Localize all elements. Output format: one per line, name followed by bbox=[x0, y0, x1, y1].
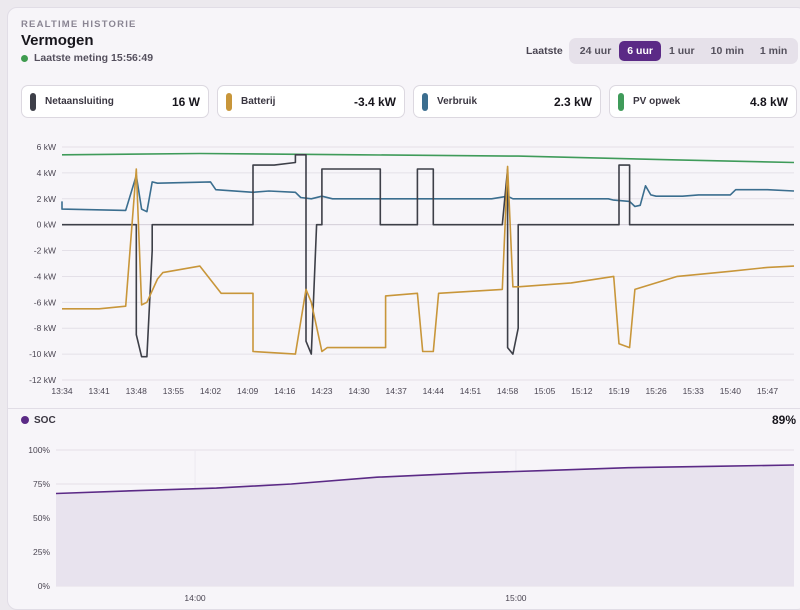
x-tick-label: 15:33 bbox=[683, 386, 705, 396]
legend-name: PV opwek bbox=[633, 96, 681, 107]
y-tick-label: -2 kW bbox=[34, 246, 56, 256]
last-measurement: Laatste meting 15:56:49 bbox=[21, 52, 153, 64]
legend-swatch-icon bbox=[422, 92, 428, 111]
range-option-1-min[interactable]: 1 min bbox=[759, 45, 788, 57]
page-title: Vermogen bbox=[21, 32, 94, 49]
legend-row: Netaansluiting 16 W Batterij -3.4 kW Ver… bbox=[21, 85, 797, 118]
y-tick-label: 0% bbox=[38, 581, 51, 591]
legend-swatch-icon bbox=[30, 92, 36, 111]
y-tick-label: -8 kW bbox=[34, 323, 56, 333]
x-tick-label: 14:51 bbox=[460, 386, 482, 396]
series-line-pv-opwek bbox=[61, 152, 795, 164]
x-tick-label: 14:30 bbox=[348, 386, 370, 396]
x-tick-label: 14:58 bbox=[497, 386, 519, 396]
x-tick-label: 13:34 bbox=[51, 386, 73, 396]
x-tick-label: 14:23 bbox=[311, 386, 333, 396]
x-tick-label: 15:26 bbox=[645, 386, 667, 396]
y-tick-label: -6 kW bbox=[34, 297, 56, 307]
power-history-card: REALTIME HISTORIE Vermogen Laatste metin… bbox=[7, 7, 800, 610]
y-tick-label: 4 kW bbox=[37, 168, 56, 178]
x-tick-label: 15:47 bbox=[757, 386, 779, 396]
legend-pv-opwek[interactable]: PV opwek 4.8 kW bbox=[609, 85, 797, 118]
live-status-dot-icon bbox=[21, 54, 28, 62]
legend-value: 2.3 kW bbox=[553, 94, 592, 109]
legend-name: Verbruik bbox=[437, 96, 478, 107]
x-tick-label: 13:41 bbox=[88, 386, 110, 396]
range-option-6-uur[interactable]: 6 uur bbox=[619, 41, 661, 61]
x-tick-label: 14:44 bbox=[423, 386, 445, 396]
soc-header: SOC 89% bbox=[21, 413, 796, 427]
y-tick-label: -12 kW bbox=[29, 375, 56, 385]
series-line-netaansluiting bbox=[62, 153, 794, 358]
range-label: Laatste bbox=[526, 45, 563, 57]
series-line-soc bbox=[55, 464, 795, 495]
legend-batterij[interactable]: Batterij -3.4 kW bbox=[217, 85, 405, 118]
range-options: 24 uur 6 uur 1 uur 10 min 1 min bbox=[568, 38, 799, 64]
legend-swatch-icon bbox=[226, 92, 232, 111]
series-line-batterij bbox=[62, 165, 795, 355]
x-tick-label: 13:48 bbox=[126, 386, 148, 396]
y-tick-label: -10 kW bbox=[29, 349, 56, 359]
x-tick-label: 13:55 bbox=[163, 386, 185, 396]
x-tick-label: 14:02 bbox=[200, 386, 222, 396]
legend-value: 4.8 kW bbox=[749, 94, 788, 109]
legend-netaansluiting[interactable]: Netaansluiting 16 W bbox=[21, 85, 209, 118]
range-option-24-uur[interactable]: 24 uur bbox=[579, 45, 612, 57]
last-measurement-text: Laatste meting 15:56:49 bbox=[34, 52, 154, 64]
soc-area bbox=[56, 465, 794, 586]
y-tick-label: -4 kW bbox=[34, 271, 56, 281]
section-eyebrow: REALTIME HISTORIE bbox=[21, 19, 137, 30]
x-tick-label: 14:09 bbox=[237, 386, 259, 396]
x-tick-label: 15:00 bbox=[505, 593, 527, 603]
legend-name: Batterij bbox=[241, 96, 276, 107]
soc-value: 89% bbox=[771, 413, 796, 427]
y-tick-label: 6 kW bbox=[37, 142, 56, 152]
power-chart[interactable]: 6 kW 4 kW 2 kW 0 kW -2 kW -4 kW -6 kW -8 kW -10 … bbox=[8, 133, 800, 403]
y-tick-label: 50% bbox=[33, 513, 50, 523]
x-tick-label: 15:40 bbox=[720, 386, 742, 396]
x-tick-label: 15:19 bbox=[608, 386, 630, 396]
soc-chart[interactable]: 100% 75% 50% 25% 0% 14:00 15:00 bbox=[8, 433, 800, 605]
legend-value: -3.4 kW bbox=[353, 94, 396, 109]
series-line-verbruik bbox=[61, 174, 795, 213]
legend-verbruik[interactable]: Verbruik 2.3 kW bbox=[413, 85, 601, 118]
x-tick-label: 14:00 bbox=[184, 593, 206, 603]
y-tick-label: 2 kW bbox=[37, 194, 56, 204]
x-tick-label: 15:12 bbox=[571, 386, 593, 396]
soc-label: SOC bbox=[34, 414, 56, 426]
x-tick-label: 14:16 bbox=[274, 386, 296, 396]
legend-name: Netaansluiting bbox=[45, 96, 114, 107]
x-tick-label: 14:37 bbox=[386, 386, 408, 396]
range-option-1-uur[interactable]: 1 uur bbox=[668, 45, 695, 57]
y-tick-label: 100% bbox=[28, 445, 50, 455]
soc-dot-icon bbox=[21, 416, 29, 424]
x-tick-label: 15:05 bbox=[534, 386, 556, 396]
legend-value: 16 W bbox=[171, 94, 200, 109]
section-divider bbox=[8, 408, 800, 409]
y-tick-label: 25% bbox=[33, 547, 50, 557]
range-selector: Laatste 24 uur 6 uur 1 uur 10 min 1 min bbox=[526, 38, 799, 64]
y-tick-label: 75% bbox=[33, 479, 50, 489]
legend-swatch-icon bbox=[618, 92, 624, 111]
y-tick-label: 0 kW bbox=[37, 220, 56, 230]
range-option-10-min[interactable]: 10 min bbox=[710, 45, 744, 57]
